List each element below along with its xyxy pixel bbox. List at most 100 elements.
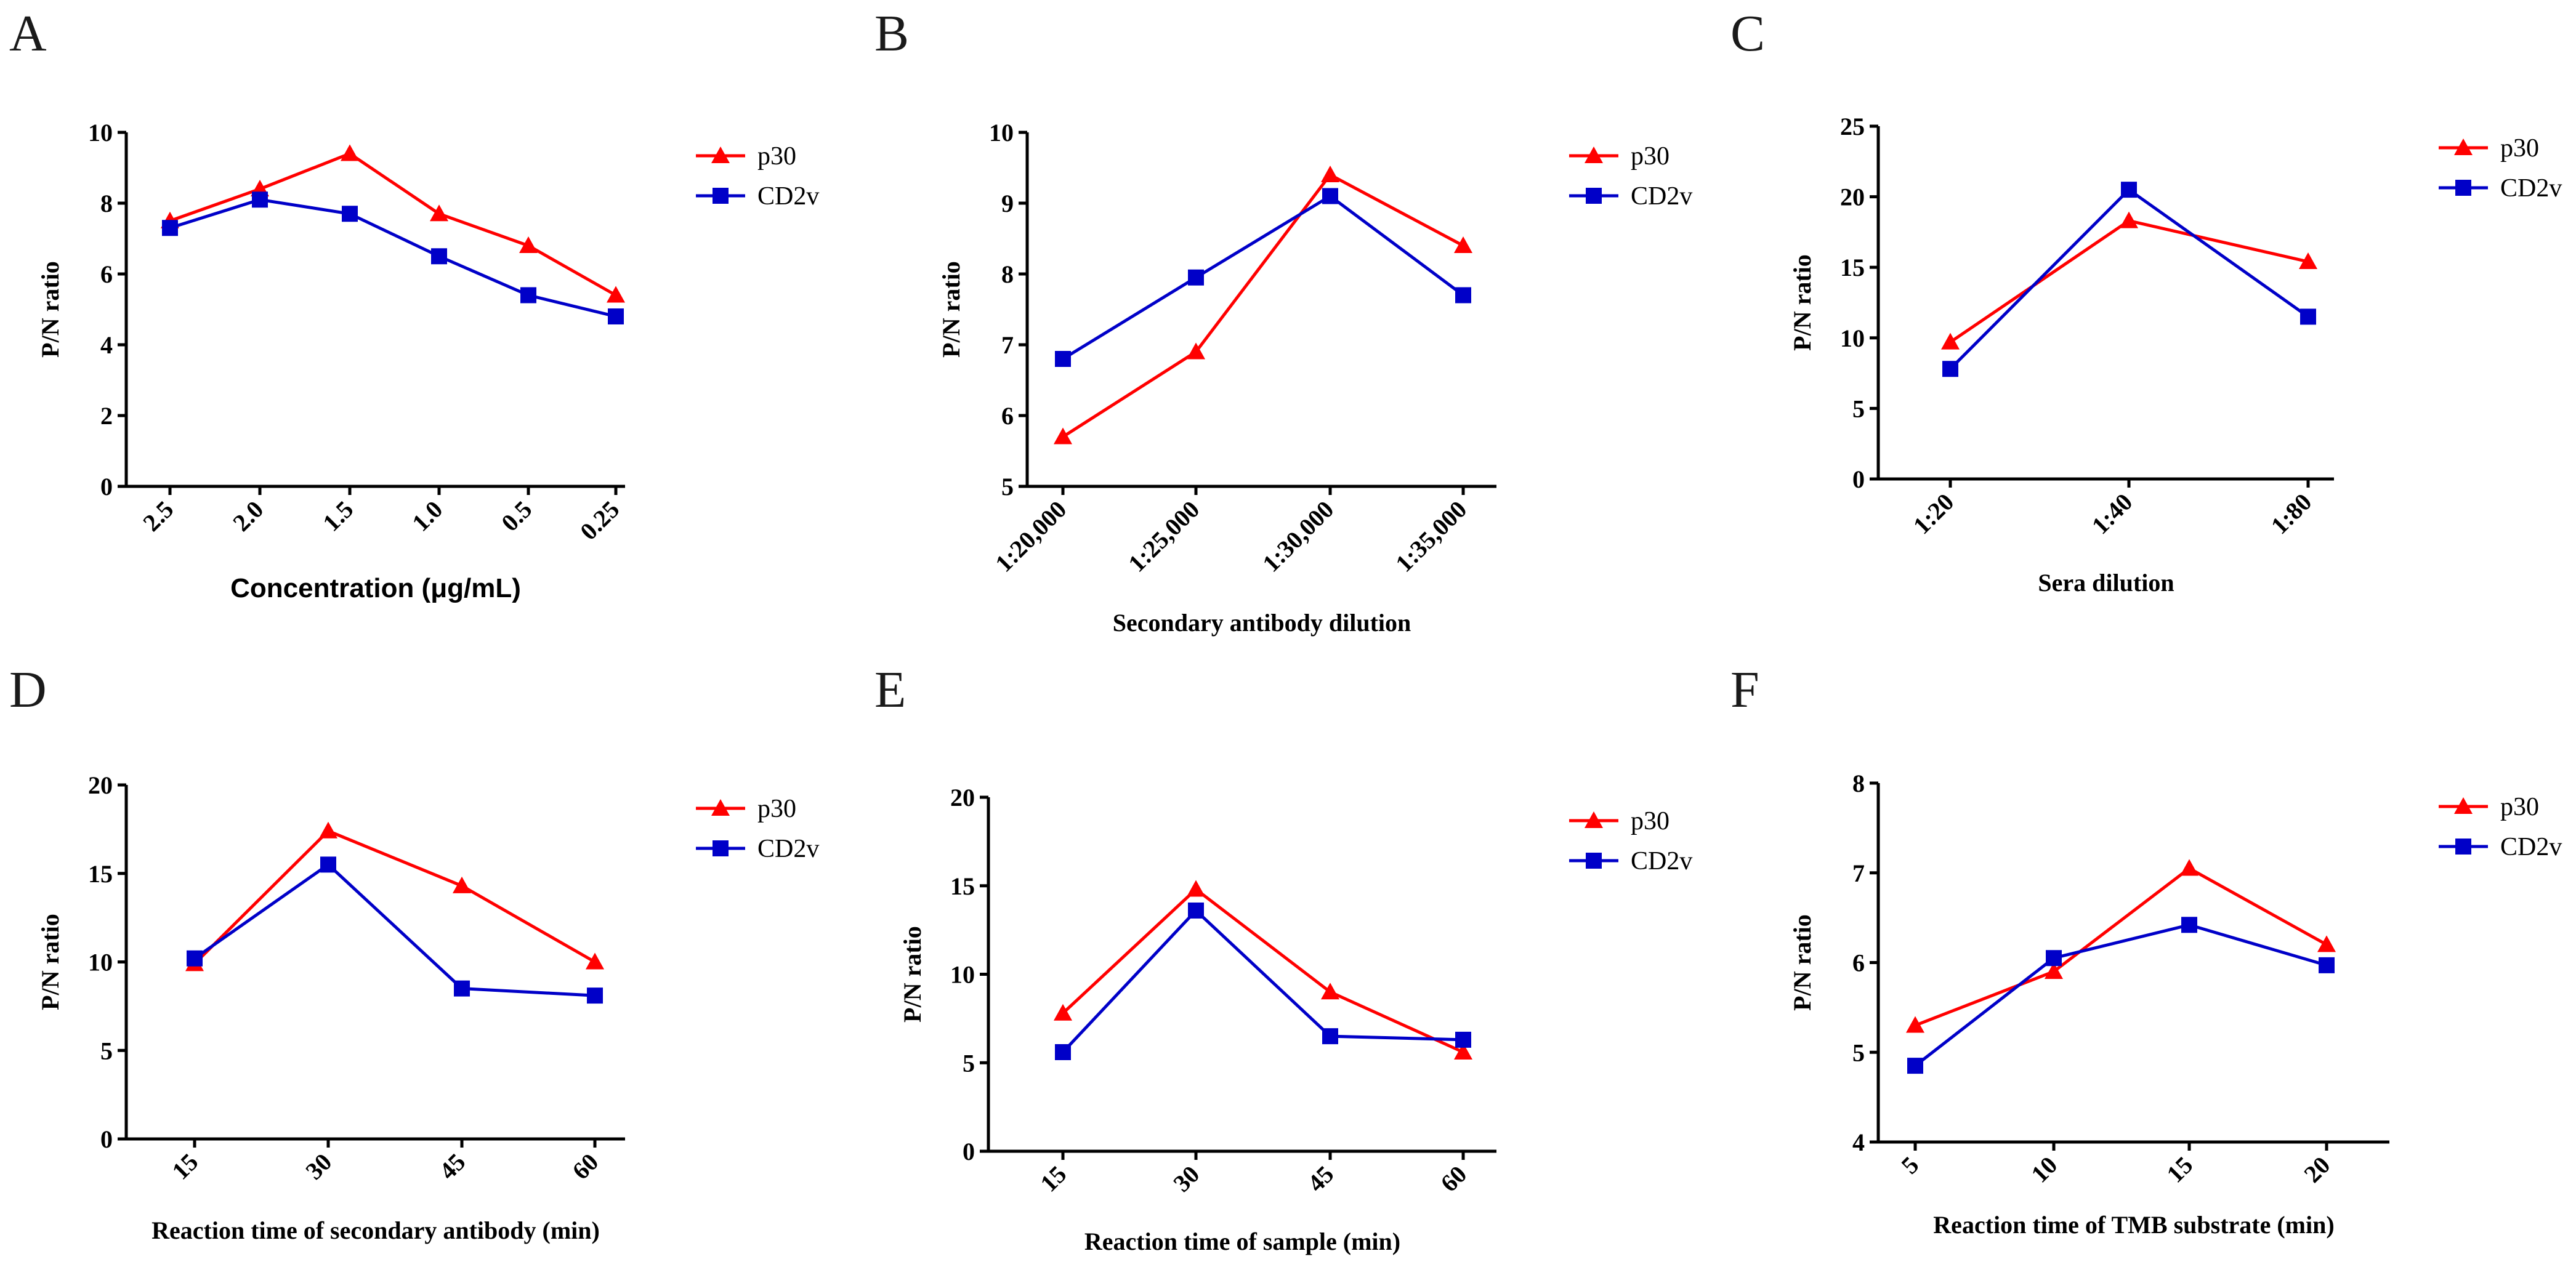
y-tick-label: 8 xyxy=(1852,770,1865,797)
data-point-p30 xyxy=(607,286,625,303)
legend-label-p30: p30 xyxy=(2500,134,2539,163)
x-tick-label: 60 xyxy=(1435,1160,1472,1197)
x-tick-label: 45 xyxy=(434,1148,470,1185)
panel-letter: A xyxy=(9,5,47,62)
data-point-CD2v xyxy=(342,206,358,222)
data-point-CD2v xyxy=(2300,308,2316,325)
data-point-CD2v xyxy=(1455,287,1471,304)
x-tick-label: 5 xyxy=(1896,1151,1924,1180)
data-point-CD2v xyxy=(1942,361,1958,377)
data-point-CD2v xyxy=(2121,182,2137,198)
x-tick-label: 1:35,000 xyxy=(1390,496,1472,577)
legend-marker-CD2v xyxy=(713,840,729,856)
data-point-CD2v xyxy=(1907,1058,1923,1074)
y-tick-label: 6 xyxy=(1852,949,1865,977)
y-tick-label: 0 xyxy=(963,1138,975,1165)
y-tick-label: 15 xyxy=(950,872,975,900)
y-axis-title: P/N ratio xyxy=(36,261,64,358)
data-point-CD2v xyxy=(1322,188,1338,204)
data-point-p30 xyxy=(2180,859,2198,876)
y-axis-title: P/N ratio xyxy=(1788,914,1816,1011)
data-point-p30 xyxy=(586,952,604,970)
legend-marker-p30 xyxy=(1585,147,1603,163)
y-tick-label: 4 xyxy=(100,331,113,359)
x-tick-label: 60 xyxy=(567,1148,604,1185)
x-axis-title: Sera dilution xyxy=(2038,569,2174,597)
data-point-CD2v xyxy=(2046,950,2062,967)
y-tick-label: 5 xyxy=(100,1037,113,1064)
y-tick-label: 5 xyxy=(1001,473,1014,501)
x-tick-label: 1:25,000 xyxy=(1123,496,1205,577)
data-point-p30 xyxy=(2299,252,2317,270)
data-point-p30 xyxy=(1321,166,1339,182)
data-point-p30 xyxy=(430,204,448,222)
y-tick-label: 25 xyxy=(1840,113,1865,140)
x-tick-label: 1:20 xyxy=(1908,488,1960,540)
x-tick-label: 15 xyxy=(166,1148,203,1185)
panel-B: B 5 6 7 8 9 10 1:20,000 1:25,000 1:30,000 1:35,000… xyxy=(874,5,1692,637)
legend-label-CD2v: CD2v xyxy=(757,182,819,211)
series-line-p30 xyxy=(193,829,596,965)
data-point-CD2v xyxy=(2319,957,2335,973)
legend-label-CD2v: CD2v xyxy=(2500,174,2562,203)
x-tick-label: 10 xyxy=(2025,1151,2062,1188)
y-axis-title: P/N ratio xyxy=(898,926,926,1023)
data-point-CD2v xyxy=(320,856,336,873)
data-point-CD2v xyxy=(2181,917,2197,933)
legend-marker-p30 xyxy=(1585,811,1603,828)
legend-label-p30: p30 xyxy=(2500,793,2539,821)
y-tick-label: 10 xyxy=(989,119,1014,147)
data-point-p30 xyxy=(2120,211,2138,228)
data-point-p30 xyxy=(1054,427,1072,444)
panel-letter: E xyxy=(874,661,906,718)
legend-marker-CD2v xyxy=(1586,853,1602,869)
x-tick-label: 2.5 xyxy=(137,496,179,537)
y-tick-label: 5 xyxy=(963,1049,975,1077)
x-tick-label: 2.0 xyxy=(227,496,269,537)
series-line-p30 xyxy=(1062,172,1464,438)
panel-F: F 4 5 6 7 8 5 10 15 20 Reaction time of TMB substr… xyxy=(1730,661,2562,1239)
y-tick-label: 10 xyxy=(1840,324,1865,352)
panel-E: E 0 5 10 15 20 15 30 45 60 Reaction time of sample… xyxy=(874,661,1692,1255)
x-tick-label: 30 xyxy=(300,1148,337,1185)
y-tick-label: 7 xyxy=(1852,859,1865,887)
y-tick-label: 8 xyxy=(1001,260,1014,288)
x-tick-label: 1:80 xyxy=(2266,488,2317,540)
x-tick-label: 1.0 xyxy=(406,496,448,537)
panel-D: D 0 5 10 15 20 15 30 45 60 Reaction time of second… xyxy=(9,661,819,1244)
series-line-CD2v xyxy=(1914,923,2327,1068)
x-axis-title: Concentration (μg/mL) xyxy=(230,573,521,603)
series-line-CD2v xyxy=(1062,908,1464,1053)
y-tick-label: 0 xyxy=(1852,465,1865,493)
series-line-CD2v xyxy=(169,198,616,318)
legend-label-CD2v: CD2v xyxy=(1631,182,1692,211)
data-point-p30 xyxy=(1054,1004,1072,1021)
x-tick-label: 0.5 xyxy=(496,496,537,537)
data-point-CD2v xyxy=(252,191,268,208)
legend-label-p30: p30 xyxy=(1631,807,1670,835)
x-tick-label: 1.5 xyxy=(317,496,358,537)
y-tick-label: 15 xyxy=(1840,254,1865,281)
x-axis-title: Reaction time of TMB substrate (min) xyxy=(1933,1211,2334,1239)
data-point-CD2v xyxy=(1055,1044,1071,1060)
legend-label-p30: p30 xyxy=(757,795,796,823)
y-tick-label: 7 xyxy=(1001,331,1014,359)
panel-letter: F xyxy=(1730,661,1759,718)
legend-marker-CD2v xyxy=(713,188,729,204)
x-tick-label: 0.25 xyxy=(575,496,624,545)
legend-label-CD2v: CD2v xyxy=(1631,847,1692,875)
data-point-p30 xyxy=(1454,236,1472,253)
y-tick-label: 5 xyxy=(1852,395,1865,422)
y-tick-label: 0 xyxy=(100,473,113,501)
series-line-p30 xyxy=(1062,887,1464,1054)
legend-marker-p30 xyxy=(711,147,730,163)
panel-C: C 0 5 10 15 20 25 1:20 1:40 1:80 Sera dilution P/N … xyxy=(1730,5,2562,597)
x-axis-title: Reaction time of secondary antibody (min… xyxy=(151,1217,600,1244)
y-axis-title: P/N ratio xyxy=(937,261,965,358)
x-tick-label: 1:40 xyxy=(2086,488,2138,540)
series-line-CD2v xyxy=(1062,194,1464,361)
y-tick-label: 2 xyxy=(100,402,113,430)
y-tick-label: 10 xyxy=(950,961,975,989)
series-line-CD2v xyxy=(193,863,596,997)
